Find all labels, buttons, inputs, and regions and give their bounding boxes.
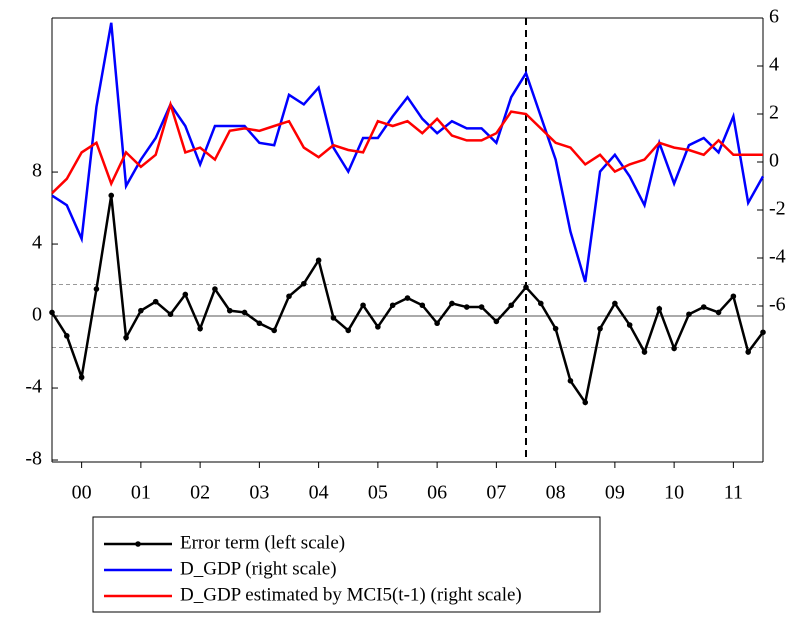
data-point xyxy=(493,318,500,325)
data-point xyxy=(78,374,85,381)
x-tick-label: 08 xyxy=(546,482,566,504)
data-point xyxy=(597,325,603,332)
data-point xyxy=(315,257,322,264)
data-point xyxy=(404,295,411,301)
x-tick-label: 01 xyxy=(131,482,151,504)
x-tick-label: 03 xyxy=(249,482,269,504)
data-point xyxy=(730,293,737,300)
data-point xyxy=(182,291,189,298)
data-point xyxy=(508,302,514,309)
y2-tick-label: 2 xyxy=(769,102,779,124)
data-point xyxy=(152,298,159,305)
data-point xyxy=(700,304,707,310)
x-tick-label: 04 xyxy=(309,482,329,504)
legend-label: D_GDP estimated by MCI5(t-1) (right scal… xyxy=(180,584,522,605)
data-point xyxy=(197,325,203,332)
y2-tick-label: -2 xyxy=(769,198,786,220)
y2-tick-label: 6 xyxy=(769,6,779,28)
data-point xyxy=(612,300,618,307)
data-point xyxy=(241,309,248,316)
y2-tick-label: 0 xyxy=(769,150,779,172)
x-tick-label: 11 xyxy=(724,482,743,504)
data-point xyxy=(523,284,529,291)
y-tick-label: 0 xyxy=(32,304,42,326)
data-point xyxy=(760,329,766,336)
data-point xyxy=(345,327,352,334)
legend-box xyxy=(92,516,601,613)
y2-tick-label: -6 xyxy=(769,294,786,316)
data-point xyxy=(434,320,440,327)
data-point xyxy=(715,309,722,316)
data-point xyxy=(419,302,426,309)
data-point xyxy=(478,304,485,310)
data-point xyxy=(256,320,263,327)
data-point xyxy=(686,311,692,318)
data-point xyxy=(93,286,100,292)
x-tick-label: 06 xyxy=(427,482,447,504)
data-point xyxy=(64,333,70,339)
data-point xyxy=(745,349,751,355)
x-tick-label: 00 xyxy=(72,482,92,504)
data-point xyxy=(463,304,470,310)
legend-label: Error term (left scale) xyxy=(180,532,345,553)
data-point xyxy=(108,192,115,199)
data-point xyxy=(641,349,648,355)
data-point xyxy=(375,324,381,330)
data-point xyxy=(212,286,218,292)
y-tick-label: -8 xyxy=(25,448,42,470)
data-point xyxy=(538,300,544,307)
data-point xyxy=(582,399,589,406)
data-point xyxy=(449,300,455,307)
x-tick-label: 02 xyxy=(190,482,210,504)
data-point xyxy=(330,315,337,321)
x-tick-label: 07 xyxy=(486,482,506,504)
x-tick-label: 05 xyxy=(368,482,388,504)
data-point xyxy=(271,327,277,334)
y-tick-label: 8 xyxy=(32,160,42,182)
data-point xyxy=(286,293,292,300)
y2-tick-label: 4 xyxy=(769,54,779,76)
data-point xyxy=(567,378,574,384)
data-point xyxy=(671,345,677,352)
data-point xyxy=(552,325,559,332)
series-line xyxy=(51,22,765,283)
data-point xyxy=(167,311,174,318)
data-point xyxy=(656,306,663,312)
data-point xyxy=(301,280,307,287)
x-tick-label: 10 xyxy=(664,482,684,504)
y2-tick-label: -4 xyxy=(769,246,786,268)
legend: Error term (left scale) D_GDP (right scal… xyxy=(92,516,601,613)
data-point xyxy=(138,307,144,314)
data-point xyxy=(389,302,396,309)
data-point xyxy=(626,322,633,328)
y-tick-label: 4 xyxy=(32,232,42,254)
data-point xyxy=(123,334,129,341)
x-tick-label: 09 xyxy=(605,482,625,504)
data-point xyxy=(49,309,55,316)
legend-label: D_GDP (right scale) xyxy=(180,558,337,579)
series-line xyxy=(51,100,763,195)
data-point xyxy=(226,307,233,314)
data-point xyxy=(360,302,366,309)
y-tick-label: -4 xyxy=(25,376,42,398)
legend-marker xyxy=(135,541,141,547)
